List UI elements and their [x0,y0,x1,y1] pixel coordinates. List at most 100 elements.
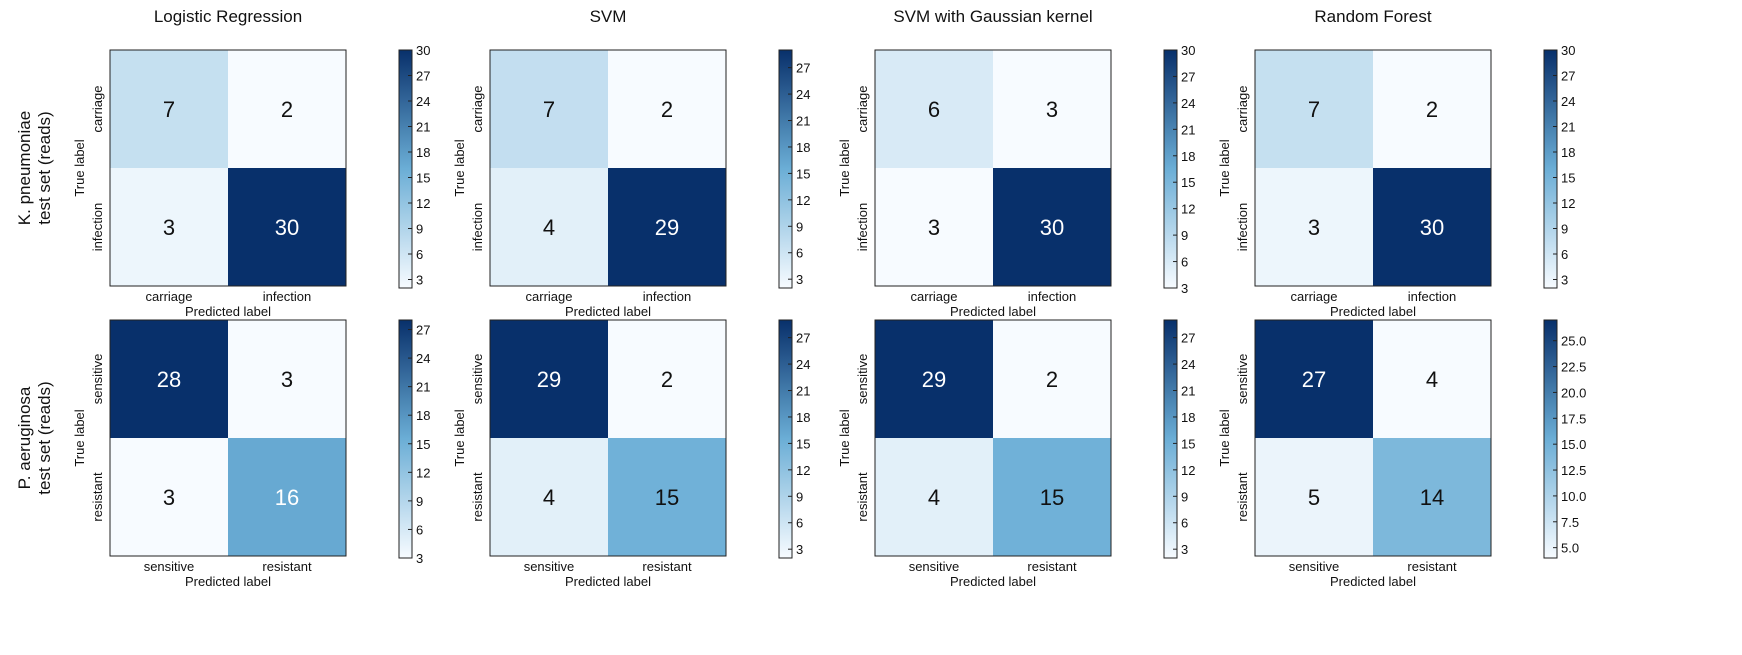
colorbar-tick-label: 15 [796,166,810,181]
cell-value-label: 29 [922,367,946,392]
y-tick-label: carriage [855,86,870,133]
colorbar-tick-label: 12 [796,463,810,478]
heatmap-cell [228,168,346,286]
x-tick-label: resistant [1407,559,1457,574]
cell-value-label: 2 [661,367,673,392]
axes-frame [1254,319,1492,557]
colorbar-tick-label: 3 [1181,542,1188,557]
colorbar-tick-label: 6 [796,516,803,531]
heatmap-cell [228,438,346,556]
cell-value-label: 2 [281,97,293,122]
colorbar-tick-label: 27 [416,69,430,84]
x-axis-label: Predicted label [1330,574,1416,589]
cell-value-label: 6 [928,97,940,122]
cell-value-label: 4 [1426,367,1438,392]
colorbar-tick-label: 18 [1181,410,1195,425]
heatmap-cell [993,50,1111,168]
colorbar-tick-label: 15 [1181,436,1195,451]
y-tick-label: infection [855,203,870,251]
colorbar-tick-label: 18 [1561,145,1575,160]
y-tick-label: resistant [855,472,870,522]
x-axis-label: Predicted label [185,304,271,319]
colorbar [398,319,413,559]
y-tick-label: carriage [470,86,485,133]
heatmap-cell [1373,50,1491,168]
column-title: SVM [590,7,627,26]
x-tick-label: sensitive [144,559,195,574]
colorbar-tick-label: 15 [416,437,430,452]
colorbar-tick-label: 9 [416,494,423,509]
cell-value-label: 4 [543,215,555,240]
x-tick-label: sensitive [524,559,575,574]
x-tick-label: carriage [146,289,193,304]
cell-value-label: 29 [655,215,679,240]
colorbar-tick-label: 25.0 [1561,334,1586,349]
y-tick-label: infection [90,203,105,251]
axes-frame [109,49,347,287]
cell-value-label: 4 [928,485,940,510]
x-axis-label: Predicted label [950,574,1036,589]
x-tick-label: carriage [1291,289,1338,304]
cell-value-label: 29 [537,367,561,392]
colorbar-tick-label: 18 [416,145,430,160]
colorbar-tick-label: 24 [416,94,430,109]
colorbar [1163,49,1178,289]
colorbar-tick-label: 27 [1181,69,1195,84]
heatmap-cell [875,320,993,438]
row-titles: K. pneumoniae test set (reads)P. aerugino… [15,111,54,495]
colorbar-tick-label: 6 [796,246,803,261]
colorbar-tick-label: 6 [1561,247,1568,262]
y-tick-label: resistant [90,472,105,522]
colorbar-tick-label: 18 [1181,149,1195,164]
column-title: Random Forest [1314,7,1431,26]
row-title-line: P. aeruginosa [15,386,34,489]
cell-value-label: 27 [1302,367,1326,392]
colorbar-tick-label: 6 [416,247,423,262]
x-tick-label: resistant [262,559,312,574]
heatmap-cell [1373,438,1491,556]
colorbar-tick-label: 12 [416,465,430,480]
cell-value-label: 5 [1308,485,1320,510]
heatmap-cell [608,438,726,556]
colorbar-tick-label: 30 [1561,43,1575,58]
colorbar-tick-label: 9 [796,219,803,234]
cell-value-label: 2 [1046,367,1058,392]
row-title-line: K. pneumoniae [15,111,34,225]
y-axis-label: True label [1217,139,1232,196]
axes-frame [489,319,727,557]
colorbar-tick-label: 12.5 [1561,463,1586,478]
colorbar-tick-label: 12 [1561,196,1575,211]
colorbar [778,49,793,289]
colorbar-tick-label: 27 [1561,69,1575,84]
colorbar-tick-label: 12 [796,193,810,208]
colorbar-tick-label: 12 [1181,463,1195,478]
cell-value-label: 7 [163,97,175,122]
heatmap-cell [1255,50,1373,168]
cell-value-label: 2 [1426,97,1438,122]
colorbar-tick-label: 12 [1181,202,1195,217]
colorbar-tick-label: 3 [796,542,803,557]
colorbar-tick-label: 24 [1181,96,1195,111]
y-axis-label: True label [837,139,852,196]
row-title: P. aeruginosa test set (reads) [15,381,54,494]
y-tick-label: resistant [470,472,485,522]
y-axis-label: True label [72,139,87,196]
axes-frame [489,49,727,287]
x-tick-label: infection [1408,289,1456,304]
cell-value-label: 15 [655,485,679,510]
colorbar-tick-label: 20.0 [1561,385,1586,400]
column-titles: Logistic Regression SVM SVM with Gaussian … [154,7,1432,26]
colorbar-tick-label: 18 [796,410,810,425]
colorbar-tick-label: 21 [796,384,810,399]
colorbar-tick-label: 3 [416,273,423,288]
colorbar-tick-label: 21 [416,120,430,135]
heatmap-cell [490,50,608,168]
colorbar-tick-label: 15.0 [1561,437,1586,452]
heatmap-cell [110,320,228,438]
x-tick-label: carriage [526,289,573,304]
cell-value-label: 28 [157,367,181,392]
